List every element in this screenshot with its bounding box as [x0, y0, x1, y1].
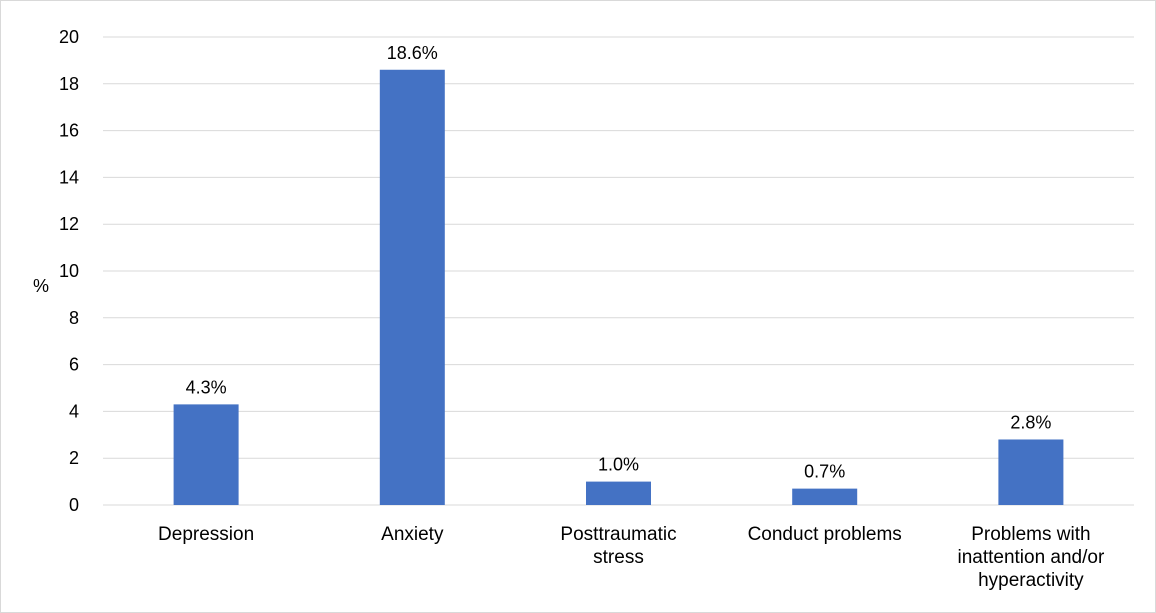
data-label: 4.3% — [186, 377, 227, 397]
y-axis-label: % — [33, 276, 49, 296]
y-tick-label: 18 — [59, 74, 79, 94]
bar — [173, 404, 239, 505]
bar — [792, 488, 858, 505]
data-label: 2.8% — [1010, 412, 1051, 432]
x-category-label: Depression — [158, 524, 255, 545]
bar — [586, 481, 651, 505]
gridlines — [103, 36, 1134, 506]
y-tick-label: 6 — [69, 355, 79, 375]
data-label: 0.7% — [804, 462, 845, 482]
y-tick-label: 12 — [59, 214, 79, 234]
x-category-label: Problems with inattention and/or hyperac… — [957, 524, 1105, 591]
y-tick-label: 10 — [59, 261, 79, 281]
y-tick-label: 20 — [59, 27, 79, 47]
y-tick-label: 4 — [69, 401, 79, 421]
x-category-label: Posttraumatic stress — [560, 524, 677, 568]
data-labels: 4.3% 18.6% 1.0% 0.7% 2.8% — [186, 43, 1052, 482]
x-category-label: Conduct problems — [747, 524, 902, 545]
y-tick-label: 8 — [69, 308, 79, 328]
bar — [379, 69, 445, 505]
y-axis-ticks: 0 2 4 6 8 10 12 14 16 18 20 — [59, 27, 79, 515]
y-tick-label: 14 — [59, 167, 79, 187]
y-tick-label: 2 — [69, 448, 79, 468]
data-label: 18.6% — [387, 43, 438, 63]
y-tick-label: 0 — [69, 495, 79, 515]
y-tick-label: 16 — [59, 121, 79, 141]
bars — [173, 69, 1064, 505]
data-label: 1.0% — [598, 455, 639, 475]
x-category-label: Anxiety — [381, 524, 444, 545]
bar — [998, 439, 1064, 505]
